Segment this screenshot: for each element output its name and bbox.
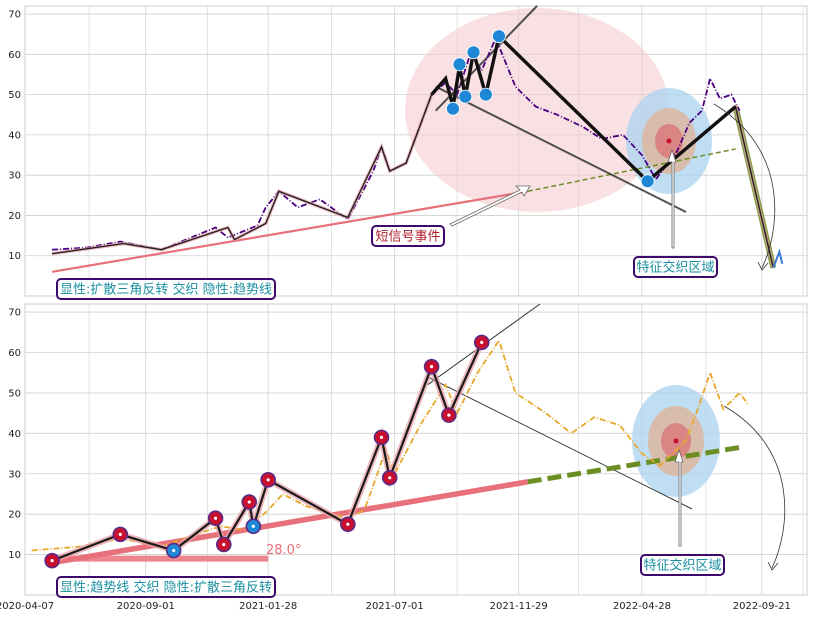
feature-zone-center	[673, 438, 679, 444]
pivot-marker-dot	[222, 542, 226, 547]
bottom-series	[31, 338, 750, 564]
triangle-lower-line	[427, 376, 693, 510]
pivot-marker	[478, 87, 493, 102]
y-tick-label: 50	[8, 388, 21, 399]
pivot-marker-dot	[480, 340, 484, 344]
top-markers	[446, 29, 655, 189]
tail-mark	[772, 248, 784, 269]
pivot-marker-dot	[251, 524, 255, 528]
zigzag-line	[51, 341, 483, 562]
pattern-label-top-text: 显性:扩散三角反转 交织 隐性:趋势线	[60, 282, 272, 298]
price-line-bottom	[31, 338, 750, 552]
curve-arrow	[723, 405, 786, 569]
pivot-marker-dot	[118, 532, 122, 536]
x-tick-label: 2020-04-07	[0, 601, 54, 612]
y-tick-label: 40	[8, 429, 21, 440]
y-tick-label: 20	[8, 510, 21, 521]
short-signal-label-box	[371, 225, 445, 247]
signal-ellipse	[405, 8, 669, 212]
y-tick-label: 70	[8, 308, 21, 319]
x-axis-ticks: 2020-04-07 2020-09-01 2021-01-28 2021-07-01…	[0, 601, 791, 612]
y-tick-label: 60	[8, 348, 21, 359]
pivot-marker-dot	[247, 500, 251, 504]
pivot-marker-dot	[346, 522, 350, 526]
trendline-green-dashed	[527, 148, 736, 193]
pivot-marker-dot	[388, 476, 392, 480]
pattern-label-bottom-box	[56, 576, 276, 598]
pattern-label-top-box	[56, 278, 276, 300]
angle-label: 28.0°	[266, 543, 301, 558]
pivot-marker-dot	[430, 365, 434, 369]
bottom-decorations	[51, 303, 741, 566]
pivot-marker-dot	[379, 435, 384, 439]
curve-arrow	[713, 103, 776, 269]
pivot-marker	[446, 101, 460, 116]
x-tick-label: 2020-09-01	[117, 601, 175, 612]
bottom-y-ticks: 10 20 30 40 50 60 70	[8, 308, 21, 561]
feature-zone-label-bottom-text: 特征交织区域	[643, 558, 721, 574]
y-tick-label: 60	[8, 50, 21, 61]
pivot-marker	[458, 89, 473, 104]
pivot-marker-dot	[447, 413, 451, 417]
x-tick-label: 2021-01-28	[239, 601, 297, 612]
pivot-marker-dot	[213, 516, 218, 520]
y-tick-label: 10	[8, 550, 21, 561]
feature-zone-label-top-box	[633, 256, 718, 278]
trendline-green-dashed	[527, 445, 741, 485]
y-tick-label: 30	[8, 469, 21, 480]
curve-arrow-head	[757, 261, 769, 271]
feature-zone-label-top-text: 特征交织区域	[636, 260, 714, 276]
pivot-marker-dot	[50, 559, 54, 563]
pivot-marker	[640, 174, 655, 189]
trendline-pink	[51, 479, 529, 566]
triangle-upper-line	[434, 5, 538, 112]
bottom-markers	[44, 334, 490, 569]
pattern-label-bottom-text: 显性:趋势线 交织 隐性:扩散三角反转	[60, 580, 272, 596]
pivot-marker-dot	[172, 548, 176, 553]
triangle-lower-line	[435, 85, 687, 213]
x-tick-label: 2021-07-01	[366, 601, 424, 612]
signal-arrow	[449, 185, 531, 227]
feature-zone-center	[666, 138, 672, 144]
y-tick-label: 40	[8, 130, 21, 141]
y-tick-label: 20	[8, 211, 21, 222]
x-tick-label: 2021-11-29	[490, 601, 548, 612]
short-signal-label-text: 短信号事件	[375, 230, 440, 245]
zigzag-heavy	[430, 32, 737, 184]
trendline-pink	[51, 190, 528, 273]
pivot-marker	[466, 45, 481, 60]
zone-arrow	[667, 148, 677, 249]
pivot-marker-dot	[266, 478, 270, 482]
bottom-panel: 10 20 30 40 50 60 70 2020-04-07 2020-09-01 2021-…	[0, 303, 808, 612]
y-tick-label: 50	[8, 90, 21, 101]
x-tick-label: 2022-04-28	[613, 601, 671, 612]
zone-arrow	[674, 448, 684, 547]
curve-arrow-head	[767, 561, 779, 571]
top-series	[51, 32, 784, 269]
pivot-marker	[492, 29, 506, 44]
x-tick-label: 2022-09-21	[733, 601, 791, 612]
top-y-ticks: 10 20 30 40 50 60 70	[8, 10, 21, 263]
y-tick-label: 70	[8, 10, 21, 21]
y-tick-label: 30	[8, 171, 21, 182]
pivot-marker	[452, 57, 467, 72]
feature-zone-label-bottom-box	[640, 554, 725, 576]
y-tick-label: 10	[8, 251, 21, 262]
